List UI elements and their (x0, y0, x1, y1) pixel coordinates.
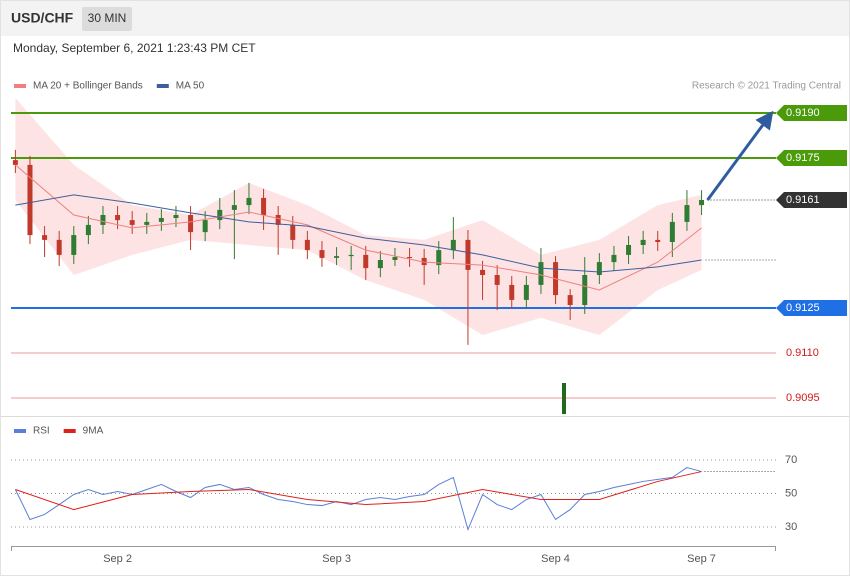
candle-body (188, 215, 194, 233)
legend-swatch (63, 429, 76, 433)
header-bar (1, 1, 849, 36)
legend-label: RSI (33, 426, 50, 437)
timeframe[interactable]: 30 MIN (88, 11, 127, 25)
legend-label: MA 50 (176, 81, 205, 92)
candle-body (421, 257, 427, 266)
price-tag-label: 0.9175 (786, 152, 820, 164)
candle-body (71, 235, 77, 255)
candle-body (231, 205, 237, 210)
moving-average (15, 194, 702, 273)
price-tag-label: 0.9161 (786, 194, 820, 206)
moving-average (15, 164, 702, 291)
y-tick-label: 70 (785, 454, 797, 466)
candle-body (129, 220, 135, 225)
candle-body (538, 262, 544, 285)
candle-body (392, 257, 398, 260)
candle-body (523, 284, 529, 300)
candle-body (217, 209, 223, 221)
indicator-line (15, 471, 702, 511)
candle-body (567, 295, 573, 305)
x-tick-label: Sep 4 (541, 553, 570, 565)
candle-body (100, 215, 106, 225)
candle-body (290, 224, 296, 240)
candle-body (480, 269, 486, 275)
candle-body (655, 239, 661, 242)
level-label: 0.9110 (786, 347, 819, 359)
candle-body (611, 254, 617, 263)
x-tick-label: Sep 3 (322, 553, 351, 565)
candle-body (640, 239, 646, 245)
price-tag (776, 105, 847, 121)
candle-body (363, 254, 369, 269)
candle-body (377, 260, 383, 269)
candle-body (494, 275, 500, 285)
y-tick-label: 30 (785, 521, 797, 533)
candle-body (582, 275, 588, 305)
legend-swatch (156, 84, 169, 88)
candle-body (596, 262, 602, 275)
bollinger-band (15, 98, 702, 335)
plot-layer: 0.9190 0.9175 0.9161 0.9125 0.9110 0.9095 Rese… (11, 81, 847, 565)
candle-body (246, 197, 252, 206)
price-tag (776, 300, 847, 316)
candle-body (202, 220, 208, 233)
legend-label: MA 20 + Bollinger Bands (33, 81, 143, 92)
price-tag (776, 192, 847, 208)
price-tag-label: 0.9190 (786, 107, 820, 119)
candle-body (699, 200, 705, 206)
candle-body (509, 284, 515, 300)
credit: Research © 2021 Trading Central (692, 81, 841, 92)
level-label: 0.9095 (786, 392, 820, 404)
candle-body (684, 205, 690, 222)
symbol: USD/CHF (11, 10, 74, 26)
candle-body (407, 257, 413, 258)
signal-marker (562, 383, 566, 414)
projection-arrow (706, 110, 774, 201)
y-tick-label: 50 (785, 487, 797, 499)
candle-body (626, 245, 632, 255)
candle-body (436, 250, 442, 266)
candle-body (261, 197, 267, 215)
x-tick-label: Sep 2 (103, 553, 132, 565)
candle-body (56, 239, 62, 255)
legend-label: 9MA (83, 426, 104, 437)
candle-body (275, 215, 281, 225)
candle-body (465, 239, 471, 270)
indicator-line (14, 466, 702, 532)
candle-body (12, 160, 18, 165)
candle-body (85, 224, 91, 236)
x-tick-label: Sep 7 (687, 553, 716, 565)
candle-body (669, 221, 675, 242)
timeframe-box[interactable] (82, 7, 132, 31)
candle-body (158, 218, 164, 222)
candle-body (319, 250, 325, 258)
candle-body (173, 215, 179, 218)
candle-body (348, 254, 354, 257)
candle-body (115, 215, 121, 221)
price-tag (776, 150, 847, 166)
candle-body (304, 239, 310, 251)
candle-body (334, 256, 340, 258)
legend-swatch (14, 84, 26, 88)
candle-body (27, 164, 33, 236)
price-tag-label: 0.9125 (786, 302, 820, 314)
candle-body (450, 239, 456, 251)
timestamp: Monday, September 6, 2021 1:23:43 PM CET (13, 41, 256, 55)
candle-body (42, 235, 48, 240)
candle-body (144, 221, 150, 225)
legend-swatch (14, 429, 26, 433)
